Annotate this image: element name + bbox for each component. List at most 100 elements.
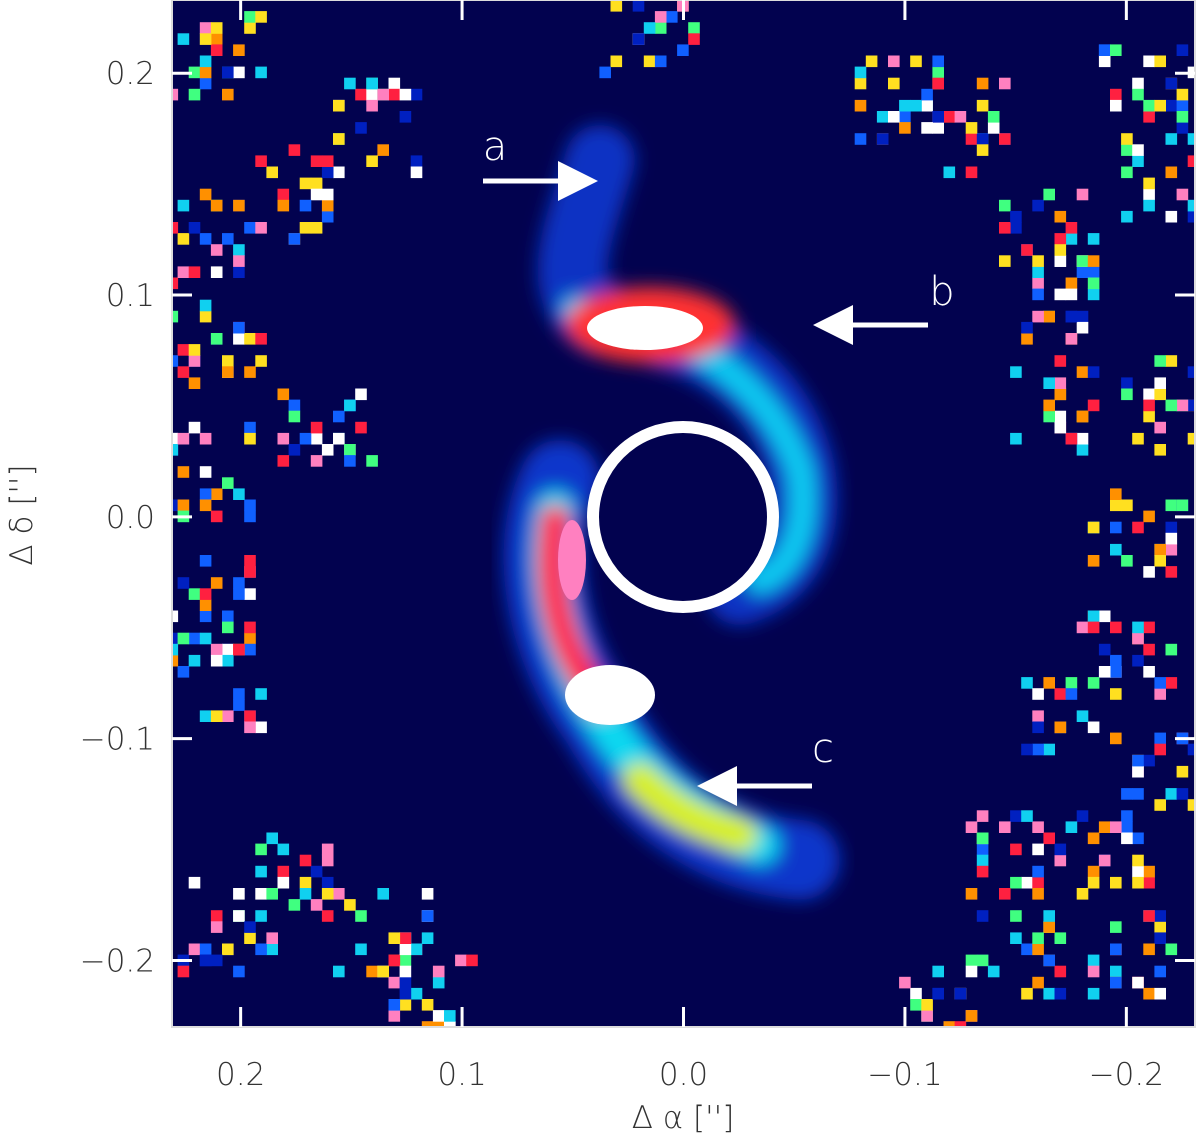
arrows [483,161,928,806]
noise-pixel [244,621,256,634]
noise-pixel [899,99,911,112]
noise-pixel [1043,377,1055,389]
noise-pixel [1032,266,1044,278]
noise-pixel [1065,688,1078,700]
noise-pixel [321,188,334,201]
noise-pixel [1010,366,1022,378]
noise-pixel [410,166,423,179]
noise-pixel [1143,177,1155,190]
noise-pixel [643,22,656,34]
noise-pixel [288,444,301,456]
noise-pixel [355,122,367,134]
noise-pixel [177,632,190,645]
noise-pixel [1087,233,1100,245]
noise-pixel [1176,122,1189,134]
noise-pixel [899,976,911,989]
noise-pixel [244,432,256,445]
noise-pixel [1032,310,1044,323]
noise-pixel [1154,921,1166,933]
noise-pixel [1154,965,1166,978]
noise-pixel [288,899,301,911]
noise-pixel [910,987,922,1000]
noise-pixel [310,177,323,190]
noise-pixel [1154,421,1166,434]
noise-pixel [244,11,256,23]
noise-pixel [321,444,334,456]
noise-pixel [1043,310,1055,323]
noise-pixel [210,33,223,45]
noise-pixel [1110,99,1122,112]
noise-pixel [1054,244,1067,256]
noise-pixel [244,710,256,722]
noise-pixel [1098,854,1111,867]
noise-pixel [1065,821,1078,833]
noise-pixel [288,233,301,245]
noise-pixel [1154,388,1166,401]
noise-pixel [1132,876,1144,889]
noise-pixel [344,399,356,412]
noise-pixel [1110,921,1122,933]
noise-pixel [255,355,267,367]
noise-pixel [366,99,378,112]
noise-pixel [921,88,933,101]
noise-pixel [1187,155,1195,167]
noise-pixel [172,499,179,512]
noise-pixel [421,1021,434,1027]
noise-pixel [1154,355,1166,367]
noise-pixel [388,954,401,967]
noise-pixel [1132,832,1144,845]
noise-pixel [355,910,367,922]
noise-pixel [188,266,201,278]
noise-pixel [1176,765,1189,778]
noise-pixel [1054,410,1067,423]
noise-pixel [999,821,1011,833]
noise-pixel [1143,188,1155,201]
noise-pixel [288,399,301,412]
noise-pixel [1054,721,1067,734]
noise-pixel [199,632,212,645]
noise-pixel [244,932,256,944]
noise-pixel [1054,233,1067,245]
noise-pixel [1154,799,1166,811]
noise-pixel [172,88,179,101]
y-tick-label: 0.2 [106,56,155,92]
noise-pixel [1087,610,1100,623]
noise-pixel [155,211,167,223]
noise-pixel [172,432,179,445]
noise-pixel [199,22,212,34]
noise-pixel [155,244,167,256]
annotation: b [929,269,954,315]
noise-pixel [1165,355,1178,367]
noise-pixel [1132,632,1144,645]
noise-pixel [1110,521,1122,534]
noise-pixel [233,643,245,656]
noise-pixel [199,188,212,201]
noise-pixel [1010,910,1022,922]
noise-pixel [1054,843,1067,856]
noise-pixel [976,832,989,845]
noise-pixel [976,77,989,90]
noise-pixel [1165,133,1178,145]
noise-pixel [954,111,967,123]
noise-pixel [932,965,944,978]
noise-pixel [172,632,179,645]
noise-pixel [1132,432,1144,445]
noise-pixel [1021,244,1033,256]
noise-pixel [1054,377,1067,389]
noise-pixel [1032,688,1044,700]
noise-pixel [921,999,933,1011]
noise-pixel [199,77,212,90]
noise-pixel [1076,310,1089,323]
noise-pixel [244,632,256,645]
noise-pixel [244,588,256,600]
noise-pixel [277,865,290,878]
noise-pixel [688,33,700,45]
noise-pixel [999,222,1011,234]
noise-pixel [333,133,345,145]
noise-pixel [1132,521,1144,534]
noise-pixel [1076,710,1089,722]
noise-pixel [188,222,201,234]
noise-pixel [1121,832,1133,845]
noise-pixel [432,976,445,989]
noise-pixel [1054,688,1067,700]
